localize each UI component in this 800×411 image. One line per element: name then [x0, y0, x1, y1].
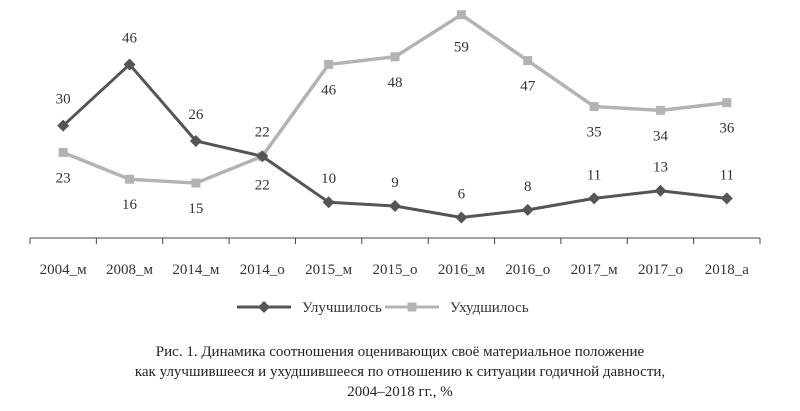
x-tick-label: 2008_м	[106, 262, 154, 278]
x-tick-label: 2015_м	[305, 262, 353, 278]
x-tick-label: 2018_а	[705, 262, 750, 278]
legend-marker	[407, 302, 417, 312]
data-label: 35	[587, 125, 602, 141]
data-point	[57, 119, 70, 132]
data-label: 6	[458, 187, 466, 203]
caption-line-3: 2004–2018 гг., %	[347, 384, 453, 400]
x-axis-ticks	[29, 238, 761, 244]
data-label: 36	[719, 121, 735, 137]
data-label: 16	[122, 197, 138, 213]
legend-item-improved: Улучшилось	[237, 300, 382, 316]
data-point	[589, 102, 599, 112]
data-label: 11	[720, 167, 734, 183]
data-point	[256, 150, 269, 163]
caption-line-2: как улучшившееся и ухудшившееся по отнош…	[134, 364, 666, 380]
legend-label: Улучшилось	[302, 300, 382, 316]
data-label: 30	[56, 92, 71, 108]
data-label: 22	[255, 124, 270, 140]
data-label: 23	[56, 170, 71, 186]
data-point	[123, 58, 136, 71]
data-label: 13	[653, 160, 668, 176]
x-tick-label: 2017_о	[638, 262, 683, 278]
legend-label: Ухудшилось	[450, 300, 529, 316]
data-label: 46	[122, 30, 138, 46]
legend-item-worsened: Ухудшилось	[385, 300, 529, 316]
x-tick-label: 2015_о	[373, 262, 418, 278]
data-point	[523, 56, 533, 66]
data-point	[189, 134, 202, 147]
series-line	[62, 12, 728, 185]
series-layer	[57, 10, 733, 224]
data-point	[722, 98, 732, 108]
x-tick-label: 2014_м	[172, 262, 220, 278]
x-tick-label: 2017_м	[571, 262, 619, 278]
legend-marker	[258, 301, 270, 313]
data-label: 47	[520, 79, 536, 95]
x-axis-tick-labels: 2004_м 2008_м 2014_м 2014_о 2015_м 2015_о 2016…	[40, 262, 750, 278]
data-point	[588, 192, 601, 205]
data-label: 10	[321, 171, 336, 187]
data-point	[322, 196, 335, 209]
data-point	[720, 192, 733, 205]
x-tick-label: 2014_о	[240, 262, 285, 278]
legend: Улучшилось Ухудшилось	[237, 300, 529, 316]
data-point	[125, 174, 135, 184]
data-label: 22	[255, 177, 270, 193]
data-point	[455, 211, 468, 224]
data-point	[58, 147, 68, 157]
data-label: 48	[388, 75, 403, 91]
data-label: 15	[188, 201, 203, 217]
data-point	[654, 184, 667, 197]
data-label: 46	[321, 82, 337, 98]
figure-caption: Рис. 1. Динамика соотношения оценивающих…	[0, 342, 800, 402]
data-point	[456, 10, 466, 20]
data-labels: 30 23 46 16 26 15 22 22 10 46 9 48 6 59 8 47 11 35 13 34 11 3…	[56, 30, 735, 217]
data-point	[324, 59, 334, 69]
caption-line-1: Рис. 1. Динамика соотношения оценивающих…	[155, 344, 645, 360]
data-point	[389, 200, 401, 213]
data-point	[390, 52, 400, 62]
data-label: 26	[188, 107, 204, 123]
x-tick-label: 2004_м	[40, 262, 88, 278]
data-point	[521, 203, 534, 216]
data-label: 8	[524, 179, 532, 195]
data-point	[655, 105, 665, 115]
x-tick-label: 2016_о	[505, 262, 550, 278]
data-label: 9	[391, 175, 399, 191]
data-label: 11	[587, 167, 601, 183]
data-point	[191, 178, 201, 188]
data-label: 34	[653, 128, 669, 144]
x-tick-label: 2016_м	[438, 262, 486, 278]
data-label: 59	[454, 40, 469, 56]
series-improved	[57, 58, 733, 224]
